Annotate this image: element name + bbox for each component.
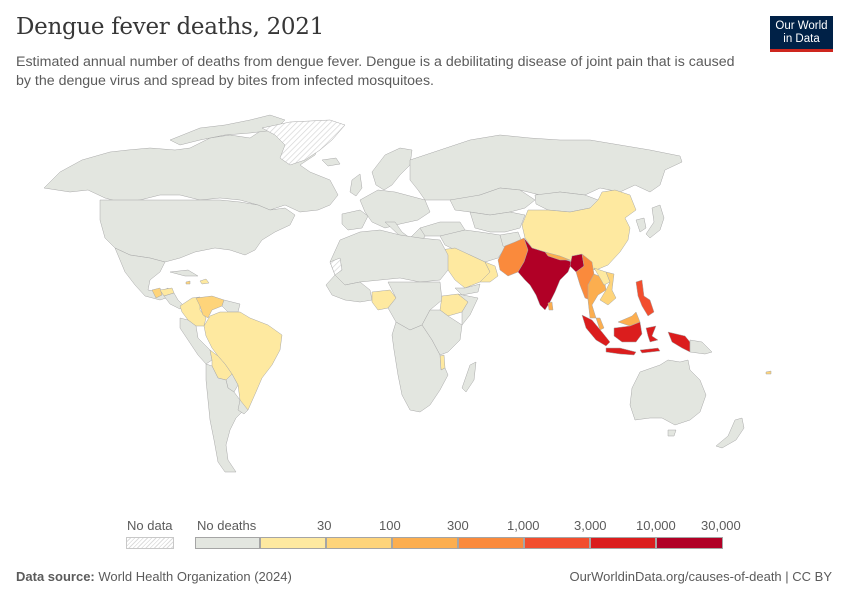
country-indonesia-islands[interactable] — [639, 347, 661, 354]
country-dominican-republic[interactable] — [199, 278, 210, 285]
legend-swatch-1000-3000[interactable] — [524, 537, 590, 549]
country-central-asia[interactable] — [469, 211, 526, 233]
country-korea[interactable] — [635, 217, 647, 233]
legend-swatch-10000-30000[interactable] — [656, 537, 723, 549]
country-west-africa[interactable] — [325, 274, 373, 303]
country-indonesia-java[interactable] — [605, 347, 637, 356]
country-yemen[interactable] — [454, 283, 481, 296]
data-source-value[interactable]: World Health Organization (2024) — [98, 569, 292, 584]
country-indonesia-sulawesi[interactable] — [645, 325, 659, 343]
legend-swatch-30-100[interactable] — [326, 537, 392, 549]
data-source-label: Data source: — [16, 569, 95, 584]
country-puerto-rico[interactable] — [185, 280, 191, 285]
legend-swatch-no-deaths[interactable] — [195, 537, 260, 549]
footer-url[interactable]: OurWorldinData.org/causes-of-death | CC … — [569, 569, 832, 584]
country-japan[interactable] — [645, 204, 665, 239]
country-guatemala[interactable] — [151, 287, 163, 299]
country-canada-alaska[interactable] — [43, 124, 339, 213]
country-oman[interactable] — [479, 261, 499, 283]
country-indonesia-papua[interactable] — [667, 331, 691, 353]
country-greenland[interactable] — [261, 119, 346, 166]
legend-swatch-300-1000[interactable] — [458, 537, 524, 549]
country-sri-lanka[interactable] — [547, 301, 554, 311]
country-tasmania[interactable] — [667, 429, 677, 437]
country-western-europe[interactable] — [359, 189, 431, 229]
legend-no-deaths-label: No deaths — [197, 518, 257, 533]
country-madagascar[interactable] — [461, 361, 477, 393]
country-cuba[interactable] — [169, 269, 199, 277]
chart-title: Dengue fever deaths, 2021 — [16, 14, 324, 40]
country-north-africa[interactable] — [329, 229, 449, 286]
country-usa[interactable] — [99, 199, 296, 263]
country-nepal[interactable] — [544, 251, 571, 261]
country-russia[interactable] — [409, 134, 683, 201]
country-chile-argentina[interactable] — [205, 363, 243, 473]
country-malaysia-borneo[interactable] — [617, 311, 641, 327]
country-uk-ireland[interactable] — [349, 173, 363, 197]
country-scandinavia[interactable] — [371, 147, 413, 191]
country-indonesia-kalimantan[interactable] — [613, 321, 643, 343]
map-legend: No data No deaths 30 100 300 1,000 3,000… — [0, 510, 850, 555]
legend-tick-300: 300 — [447, 518, 469, 533]
country-uruguay[interactable] — [237, 399, 249, 415]
legend-swatch-100-300[interactable] — [392, 537, 458, 549]
legend-tick-3000: 3,000 — [574, 518, 607, 533]
country-philippines[interactable] — [635, 279, 655, 317]
countries-layer — [43, 114, 772, 473]
owid-logo[interactable]: Our World in Data — [770, 16, 833, 52]
legend-swatch-0-30[interactable] — [260, 537, 326, 549]
legend-tick-30: 30 — [317, 518, 332, 533]
legend-tick-1000: 1,000 — [507, 518, 540, 533]
data-source: Data source: World Health Organization (… — [16, 569, 292, 584]
country-western-sahara[interactable] — [329, 257, 343, 276]
legend-no-data-label: No data — [127, 518, 173, 533]
country-vietnam-cambodia[interactable] — [599, 271, 617, 306]
country-iberia[interactable] — [341, 209, 369, 231]
country-australia[interactable] — [629, 359, 707, 426]
country-new-zealand[interactable] — [715, 417, 745, 449]
country-kazakhstan[interactable] — [449, 187, 536, 216]
chart-subtitle: Estimated annual number of deaths from d… — [16, 54, 735, 89]
country-fiji[interactable] — [765, 370, 772, 375]
country-venezuela[interactable] — [195, 295, 225, 319]
world-map[interactable] — [0, 100, 850, 505]
country-malaysia-peninsula[interactable] — [595, 317, 605, 331]
legend-tick-100: 100 — [379, 518, 401, 533]
legend-swatch-no-data[interactable] — [126, 537, 174, 549]
country-guianas[interactable] — [221, 299, 241, 313]
country-iceland[interactable] — [321, 157, 341, 167]
country-southern-africa[interactable] — [391, 321, 449, 413]
legend-tick-10000: 10,000 — [636, 518, 676, 533]
country-myanmar[interactable] — [575, 253, 595, 301]
country-indonesia-sumatra[interactable] — [581, 314, 611, 347]
logo-line-2: in Data — [783, 33, 820, 45]
legend-tick-30000: 30,000 — [701, 518, 741, 533]
legend-swatch-3000-10000[interactable] — [590, 537, 656, 549]
country-papua-new-guinea[interactable] — [689, 339, 713, 355]
logo-line-1: Our World — [775, 20, 828, 32]
